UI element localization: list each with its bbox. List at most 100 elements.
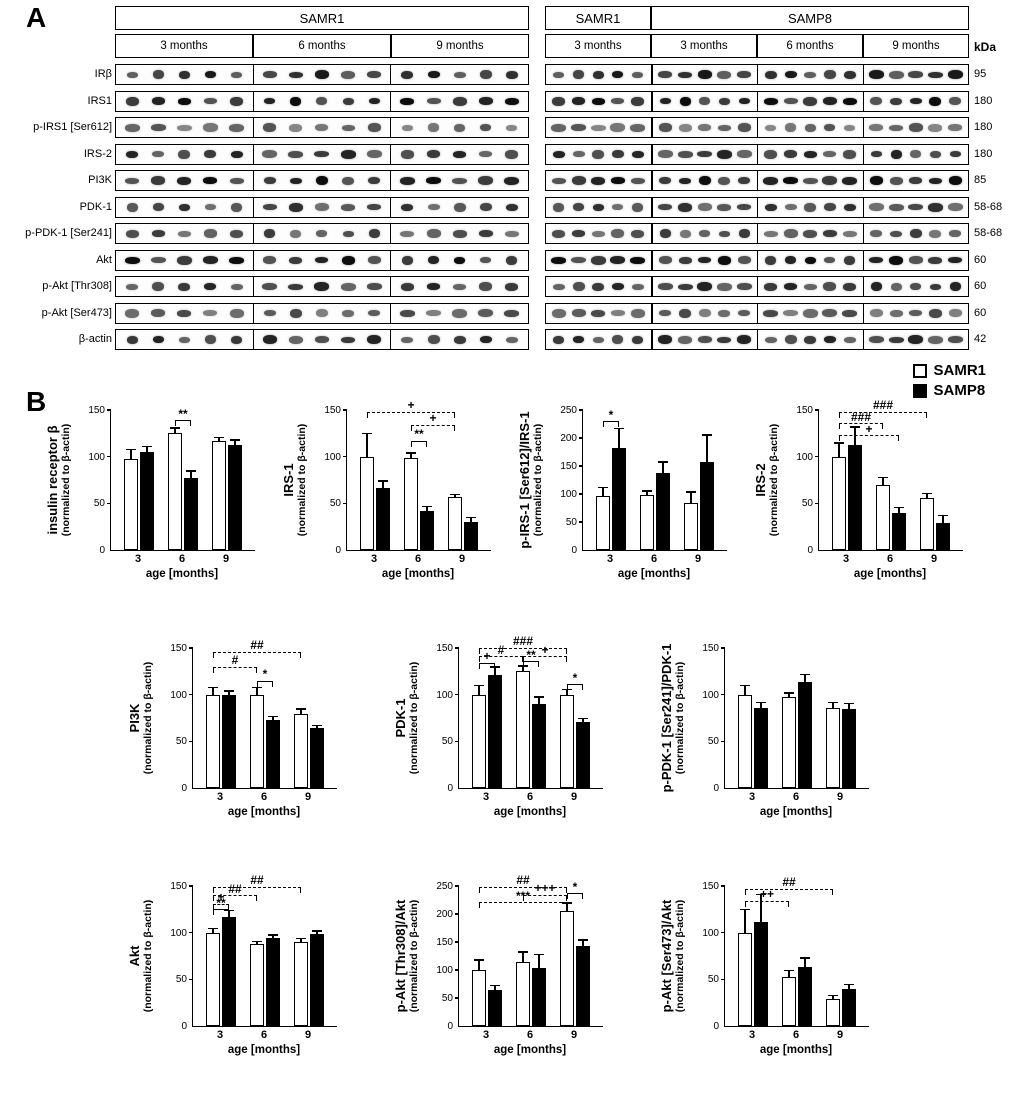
blot-band — [765, 255, 777, 265]
blot-band — [453, 202, 466, 212]
blot-band — [504, 176, 520, 185]
bar-samp8 — [700, 461, 714, 550]
blot-band — [341, 203, 356, 211]
blot-band — [843, 203, 856, 211]
chart-5: PDK-1 (normalized to β-actin) 0 50 100 150 ###… — [384, 620, 620, 858]
blot-band — [314, 336, 329, 343]
month-header: 3 months — [545, 34, 651, 58]
axes-column: 0 50 100 150 ### # + + ** * 3 6 9 age [months] — [430, 620, 603, 858]
error-bar-cap — [474, 959, 484, 961]
blot-band — [263, 256, 277, 264]
error-bar-cap — [186, 470, 196, 472]
x-axis-label: age [months] — [227, 1044, 301, 1056]
blot-band — [678, 202, 693, 212]
blot-band — [230, 96, 244, 106]
blot-band — [288, 150, 304, 158]
x-tick-labels: 3 6 9 — [724, 1027, 868, 1042]
blot-band — [203, 98, 217, 104]
blot-band — [784, 150, 798, 158]
error-bar — [942, 515, 944, 523]
significance-end-tick — [881, 424, 883, 429]
y-tick-mark — [721, 885, 725, 887]
blot-band — [947, 203, 963, 211]
error-bar — [788, 692, 790, 698]
blot-band — [948, 124, 963, 131]
blot-band — [204, 335, 216, 344]
blot-band — [592, 336, 604, 343]
error-bar — [256, 687, 258, 695]
samr1-swatch — [913, 363, 928, 378]
blot-band — [927, 335, 943, 344]
blot-band — [152, 203, 164, 211]
error-bar-cap — [268, 934, 278, 936]
blot-band — [889, 255, 904, 265]
error-bar-cap — [208, 927, 218, 929]
plot-area: 0 50 100 150 ## ++ — [702, 875, 869, 1032]
blot-band — [231, 202, 243, 212]
blot-band — [870, 151, 882, 157]
error-bar-cap — [784, 692, 794, 694]
blot-lane-cell — [254, 277, 392, 296]
x-tick: 9 — [304, 1029, 312, 1041]
error-bar-cap — [756, 701, 766, 704]
significance-marker: * — [572, 879, 578, 894]
blot-band — [679, 308, 692, 318]
significance-end-tick — [271, 681, 273, 687]
blot-band — [718, 176, 731, 185]
error-bar-cap — [844, 983, 854, 985]
significance-marker: ### — [850, 409, 872, 424]
blot-band — [870, 282, 882, 291]
error-bar — [272, 716, 274, 720]
error-bar — [494, 985, 496, 990]
significance-end-tick — [581, 894, 583, 900]
significance-end-tick — [479, 887, 481, 893]
significance-end-tick — [479, 663, 481, 669]
kda-value: 180 — [974, 121, 993, 133]
blot-band — [262, 150, 278, 158]
significance-end-tick — [453, 425, 455, 431]
y-tick-mark — [579, 493, 583, 495]
bar-samr1 — [404, 457, 418, 550]
bar-samr1 — [738, 932, 752, 1026]
significance-line — [479, 662, 495, 664]
blot-band — [868, 70, 884, 79]
x-tick: 3 — [482, 1029, 490, 1041]
error-bar-cap — [268, 715, 278, 718]
bar-samr1 — [294, 714, 308, 788]
y-axis-subtitle: (normalized to β-actin) — [142, 661, 154, 775]
bar-samr1 — [826, 998, 840, 1026]
blot-band — [869, 257, 884, 263]
error-bar — [228, 910, 230, 917]
y-tick-mark — [455, 740, 459, 742]
y-tick-mark — [107, 409, 111, 411]
blot-band — [679, 229, 691, 238]
blot-band — [591, 309, 606, 317]
bar-samp8 — [310, 728, 324, 788]
error-bar-cap — [562, 902, 572, 904]
bar-samr1 — [876, 484, 890, 550]
significance-end-tick — [523, 657, 525, 663]
y-tick-label: 250 — [560, 405, 577, 416]
blot-band — [202, 256, 218, 264]
y-axis-label-text: p-Akt [Thr308]/Akt (normalized to β-actin… — [393, 856, 420, 1056]
blot-lane-cell — [254, 118, 392, 137]
blot-strip — [545, 143, 969, 165]
blot-strip — [115, 196, 529, 218]
blot-band — [611, 98, 625, 104]
x-tick-labels: 3 6 9 — [724, 789, 868, 804]
blot-lane-cell — [546, 118, 653, 137]
blot-band — [126, 202, 138, 212]
y-axis-label-text: IRS-1 (normalized to β-actin) — [281, 380, 308, 580]
blot-band — [506, 124, 518, 131]
significance-line — [175, 420, 191, 422]
y-tick-label: 150 — [88, 405, 105, 416]
blot-band — [632, 202, 644, 212]
blot-band — [630, 308, 645, 318]
blot-band — [659, 177, 672, 184]
x-tick: 6 — [886, 553, 894, 565]
x-axis-label: age [months] — [493, 1044, 567, 1056]
blot-band — [571, 309, 586, 317]
blot-lane-cell — [116, 277, 254, 296]
x-tick: 3 — [748, 1029, 756, 1041]
significance-end-tick — [213, 910, 215, 916]
